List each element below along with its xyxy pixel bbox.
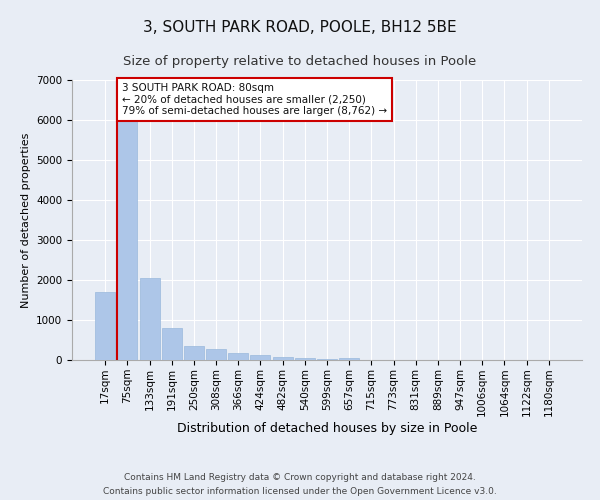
Text: Size of property relative to detached houses in Poole: Size of property relative to detached ho…	[124, 55, 476, 68]
Bar	[339, 358, 359, 360]
Bar	[184, 346, 204, 360]
Text: 3, SOUTH PARK ROAD, POOLE, BH12 5BE: 3, SOUTH PARK ROAD, POOLE, BH12 5BE	[143, 20, 457, 35]
Bar	[95, 292, 115, 360]
Text: Contains public sector information licensed under the Open Government Licence v3: Contains public sector information licen…	[103, 488, 497, 496]
Bar	[162, 328, 182, 360]
Bar	[272, 357, 293, 360]
Bar	[206, 349, 226, 360]
Y-axis label: Number of detached properties: Number of detached properties	[20, 132, 31, 308]
Bar	[250, 355, 271, 360]
Bar	[295, 358, 315, 360]
Text: Contains HM Land Registry data © Crown copyright and database right 2024.: Contains HM Land Registry data © Crown c…	[124, 472, 476, 482]
X-axis label: Distribution of detached houses by size in Poole: Distribution of detached houses by size …	[177, 422, 477, 435]
Bar	[140, 278, 160, 360]
Bar	[317, 358, 337, 360]
Bar	[118, 116, 137, 360]
Text: 3 SOUTH PARK ROAD: 80sqm
← 20% of detached houses are smaller (2,250)
79% of sem: 3 SOUTH PARK ROAD: 80sqm ← 20% of detach…	[122, 83, 387, 116]
Bar	[228, 352, 248, 360]
